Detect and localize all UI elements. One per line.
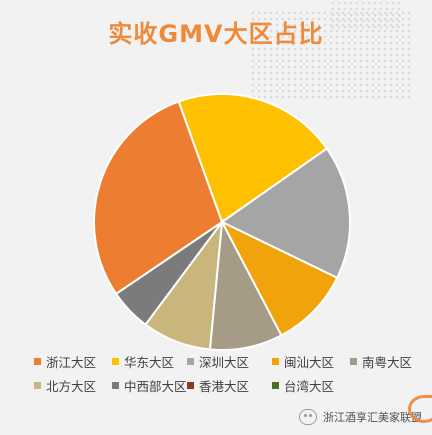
dot-pattern-decoration-top [330,0,400,30]
legend-label: 南粤大区 [362,355,413,370]
legend-swatch [34,382,41,389]
legend-swatch [187,358,194,365]
watermark: 浙江酒享汇美家联盟 [299,409,422,425]
corner-logo-icon [408,395,432,423]
legend-swatch [112,382,119,389]
legend-label: 深圳大区 [199,355,250,370]
chart-title: 实收GMV大区占比 [108,20,324,48]
legend-swatch [187,382,194,389]
legend-item: 深圳大区 [187,352,249,371]
legend-swatch [34,358,41,365]
legend-item: 闽汕大区 [272,352,334,371]
legend-item: 中西部大区 [112,376,187,395]
legend-item: 香港大区 [187,376,249,395]
pie-slice-深圳大区 [220,147,351,280]
legend-item: 南粤大区 [350,352,412,371]
pie-slice-浙江大区 [93,100,224,296]
legend-label: 闽汕大区 [284,355,335,370]
legend-label: 中西部大区 [124,379,187,394]
legend-label: 北方大区 [46,379,97,394]
wechat-icon [299,409,317,425]
legend-label: 华东大区 [124,355,175,370]
legend-swatch [350,358,357,365]
legend-swatch [112,358,119,365]
legend-label: 浙江大区 [46,355,97,370]
pie-slice-闽汕大区 [219,219,339,337]
pie-slice-华东大区 [177,93,329,224]
legend-label: 香港大区 [199,379,250,394]
legend-swatch [272,382,279,389]
legend-item: 浙江大区 [34,352,96,371]
legend-item: 北方大区 [34,376,96,395]
legend-swatch [272,358,279,365]
watermark-text: 浙江酒享汇美家联盟 [323,411,422,424]
legend-label: 台湾大区 [284,379,335,394]
legend-item: 华东大区 [112,352,174,371]
legend-item: 台湾大区 [272,376,334,395]
